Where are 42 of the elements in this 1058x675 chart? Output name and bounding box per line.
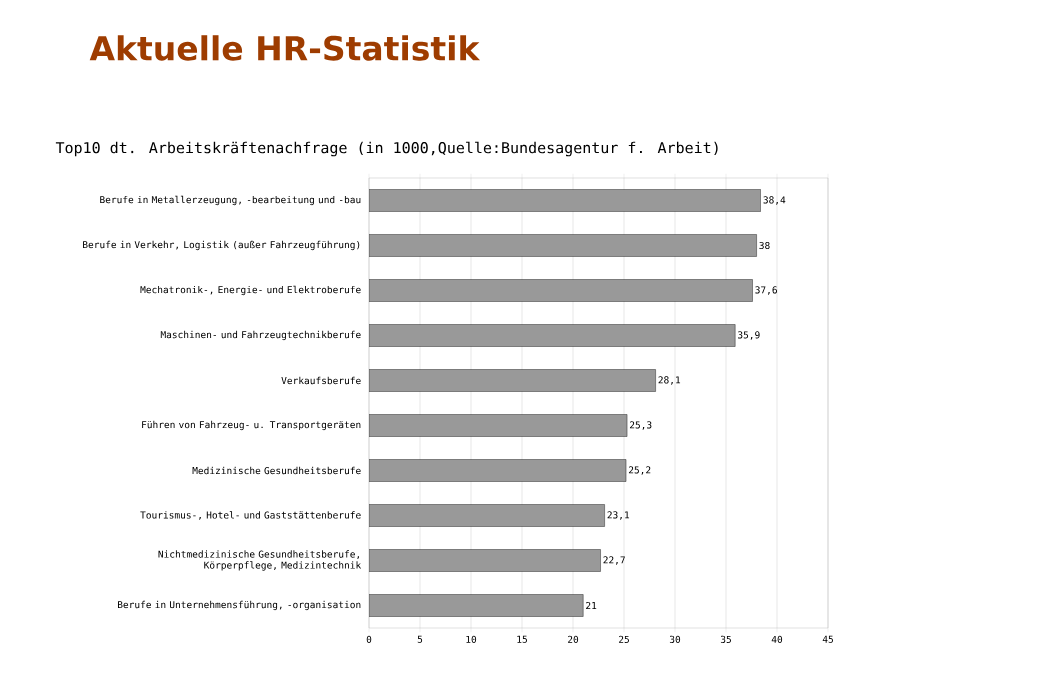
y-tick-label: Tourismus-, Hotel- und Gaststättenberufe — [140, 511, 361, 520]
x-tick-label: 15 — [517, 635, 527, 643]
bar — [369, 279, 753, 302]
bar — [369, 549, 601, 572]
data-label: 38 — [759, 241, 770, 250]
x-tick-label: 10 — [466, 635, 477, 643]
x-tick-label: 45 — [822, 635, 833, 643]
data-label: 38,4 — [763, 196, 786, 205]
y-tick-label: Führen von Fahrzeug- u. Transportgeräten — [142, 420, 361, 431]
y-tick-label: Nichtmedizinische Gesundheitsberufe, Körperpflege, Medizintechnik — [158, 550, 362, 571]
data-label: 25,2 — [628, 466, 651, 475]
bar — [369, 369, 656, 392]
x-tick-label: 20 — [567, 635, 579, 643]
data-label: 21 — [586, 601, 597, 610]
y-tick-label: Berufe in Unternehmensführung, -organisation — [117, 600, 361, 611]
data-label: 23,1 — [607, 511, 630, 520]
bar — [369, 459, 627, 482]
x-tick-label: 5 — [417, 635, 423, 643]
y-tick-label: Mechatronik-, Energie- und Elektroberufe — [140, 285, 361, 296]
chart-title: Aktuelle HR-Statistik — [89, 35, 481, 61]
y-tick-label: Berufe in Metallerzeugung, -bearbeitung und -bau — [100, 195, 361, 206]
x-tick-label: 35 — [720, 635, 731, 643]
bar — [369, 234, 757, 257]
bar — [369, 324, 736, 347]
y-tick-label: Medizinische Gesundheitsberufe — [192, 466, 361, 475]
y-tick-label: Verkaufsberufe — [281, 376, 361, 385]
x-tick-label: 25 — [618, 635, 629, 643]
x-tick-label: 40 — [771, 635, 783, 643]
chart-subtitle: Top10 dt. Arbeitskräftenachfrage (in 1000,Quelle:Bundesagentur f. Arbeit) — [55, 141, 718, 157]
x-tick-label: 0 — [366, 635, 372, 643]
data-label: 28,1 — [658, 376, 681, 385]
data-label: 25,3 — [629, 421, 652, 430]
y-tick-label: Berufe in Verkehr, Logistik (außer Fahrzeugführung) — [83, 240, 360, 251]
x-tick-label: 30 — [669, 635, 681, 643]
bar — [369, 504, 605, 527]
data-label: 22,7 — [603, 556, 625, 565]
bar — [369, 594, 584, 617]
data-label: 37,6 — [755, 286, 777, 295]
y-tick-label: Maschinen- und Fahrzeugtechnikberufe — [160, 330, 361, 341]
bar — [369, 414, 628, 437]
bar — [369, 189, 761, 212]
data-label: 35,9 — [738, 331, 760, 340]
